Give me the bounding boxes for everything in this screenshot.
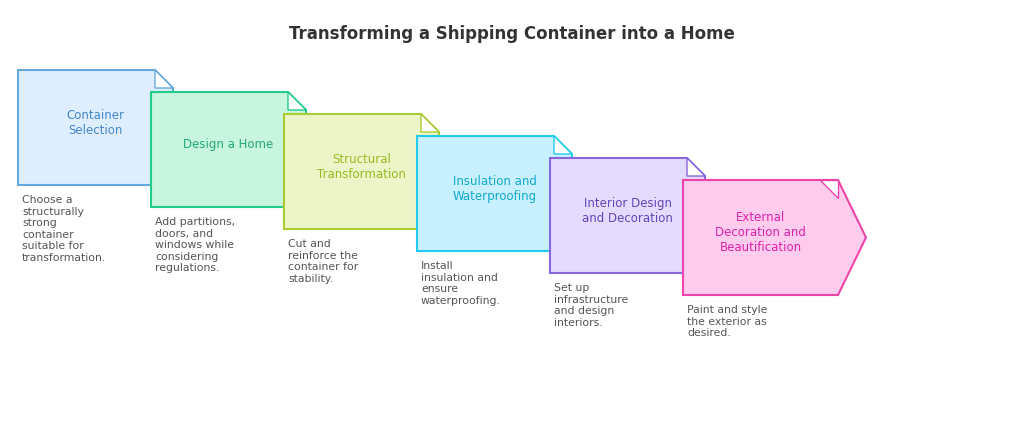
Polygon shape [18,70,173,185]
Text: Design a Home: Design a Home [183,138,273,151]
Polygon shape [284,114,439,229]
Polygon shape [155,70,173,88]
Text: Container
Selection: Container Selection [67,109,125,136]
Text: Structural
Transformation: Structural Transformation [317,153,406,180]
Text: Cut and
reinforce the
container for
stability.: Cut and reinforce the container for stab… [288,239,358,284]
Polygon shape [687,158,705,176]
Polygon shape [421,114,439,132]
Polygon shape [151,92,306,207]
Text: Set up
infrastructure
and design
interiors.: Set up infrastructure and design interio… [554,283,629,328]
Text: Transforming a Shipping Container into a Home: Transforming a Shipping Container into a… [289,25,735,43]
Text: Choose a
structurally
strong
container
suitable for
transformation.: Choose a structurally strong container s… [22,195,106,263]
Polygon shape [683,180,866,295]
Polygon shape [417,136,572,251]
Text: Interior Design
and Decoration: Interior Design and Decoration [582,197,673,224]
Text: Paint and style
the exterior as
desired.: Paint and style the exterior as desired. [687,305,767,338]
Text: External
Decoration and
Beautification: External Decoration and Beautification [715,211,806,254]
Text: Insulation and
Waterproofing: Insulation and Waterproofing [453,175,537,202]
Polygon shape [554,136,572,154]
Polygon shape [288,92,306,110]
Polygon shape [550,158,705,273]
Text: Add partitions,
doors, and
windows while
considering
regulations.: Add partitions, doors, and windows while… [155,217,236,273]
Polygon shape [820,180,838,198]
Text: Install
insulation and
ensure
waterproofing.: Install insulation and ensure waterproof… [421,261,501,306]
